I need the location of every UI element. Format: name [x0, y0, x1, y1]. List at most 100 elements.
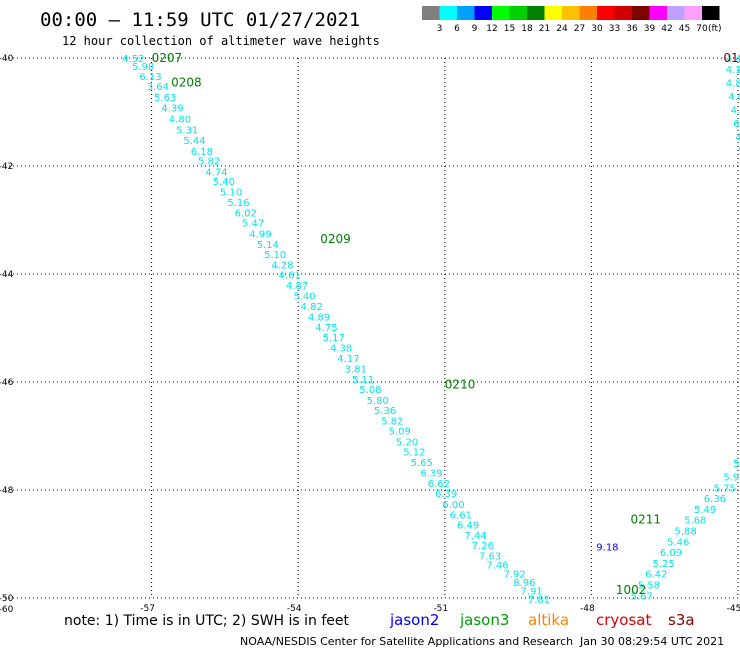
pass-time-label: 0208: [171, 75, 202, 89]
wave-height-label: 7.26: [472, 541, 494, 552]
wave-height-label: 4.06: [728, 92, 740, 103]
pass-time-label: 0210: [445, 378, 476, 392]
wave-height-label: 4.74: [205, 167, 227, 178]
wave-height-label: 5.36: [374, 406, 396, 417]
colorbar-label: 39: [644, 24, 656, 34]
pass-time-label: 0207: [152, 51, 183, 65]
colorbar-swatch: [667, 6, 685, 20]
colorbar-swatch: [492, 6, 510, 20]
wave-height-label: 4.92: [736, 132, 740, 143]
wave-height-label: 5.67: [630, 591, 652, 602]
wave-height-label: 6.13: [139, 72, 161, 83]
colorbar-unit: (ft): [708, 24, 722, 34]
wave-height-label: 7.63: [479, 551, 501, 562]
wave-height-label: 6.61: [450, 510, 472, 521]
wave-height-label: 6.30: [733, 119, 740, 130]
wave-height-label: 4.48: [726, 54, 740, 65]
corner-tick-label: -60: [0, 605, 14, 615]
colorbar-swatch: [509, 6, 527, 20]
footer-note: note: 1) Time is in UTC; 2) SWH is in fe…: [64, 613, 350, 629]
colorbar-label: 24: [556, 24, 568, 34]
pass-time-label: 1002: [616, 583, 647, 597]
footer-timestamp: Jan 30 08:29:54 UTC 2021: [579, 635, 724, 648]
wave-height-label: 5.09: [389, 427, 411, 438]
wave-height-label: 6.18: [191, 147, 213, 158]
y-tick-label: -40: [0, 54, 14, 64]
wave-height-label: 6.39: [420, 469, 442, 480]
colorbar-label: 33: [609, 24, 620, 34]
x-tick-label: -45: [727, 604, 740, 614]
wave-height-label: 4.39: [161, 104, 183, 115]
colorbar-swatch: [649, 6, 667, 20]
colorbar-label: 15: [504, 24, 515, 34]
wave-height-label: 9.18: [596, 543, 618, 554]
wave-height-label: 5.40: [293, 292, 315, 303]
wave-height-label: 4.87: [286, 281, 308, 292]
colorbar-swatch: [474, 6, 492, 20]
wave-height-label: 5.31: [176, 125, 198, 136]
colorbar-label: 36: [626, 24, 638, 34]
satellite-legend: jason2 jason3 altika cryosat s3a: [389, 611, 695, 629]
colorbar-label: 45: [679, 24, 690, 34]
pass-annotations: 02070208020902100211100210030134: [152, 51, 740, 597]
wave-height-label: 5.47: [242, 219, 264, 230]
y-tick-label: -48: [0, 486, 14, 496]
wave-height-label: 5.65: [411, 458, 433, 469]
legend-entry: altika: [528, 611, 569, 629]
wave-height-label: 6.49: [457, 521, 479, 532]
wave-height-label: 3.64: [147, 82, 169, 93]
wave-height-label: 5.58: [638, 581, 660, 592]
colorbar-label: 18: [521, 24, 533, 34]
colorbar-label: 42: [661, 24, 672, 34]
wave-height-label: 4.82: [301, 302, 323, 313]
pass-time-label: 0211: [630, 513, 661, 527]
x-tick-label: -51: [433, 604, 448, 614]
wave-height-label: 6.36: [704, 494, 726, 505]
wave-height-label: 7.46: [486, 561, 508, 572]
colorbar-swatch: [562, 6, 580, 20]
colorbar-swatch: [632, 6, 650, 20]
colorbar-label: 3: [437, 24, 443, 34]
colorbar-swatch: [457, 6, 475, 20]
wave-height-label: 4.04: [731, 105, 740, 116]
wave-height-label: 4.38: [330, 343, 352, 354]
wave-height-label: 5.97: [723, 473, 740, 484]
colorbar: 3 6 9 12 15 18 21 24 27 30 33 36 39 42 45 70 (ft): [422, 6, 722, 34]
pass-time-label: 0134: [723, 51, 740, 65]
wave-height-label: 4.61: [279, 271, 301, 282]
wave-height-label: 5.17: [323, 333, 345, 344]
wave-height-label: 8.96: [513, 578, 535, 589]
colorbar-swatch: [597, 6, 615, 20]
x-tick-label: -54: [287, 604, 302, 614]
legend-entry: jason2: [389, 611, 439, 629]
wave-height-label: 6.02: [235, 208, 257, 219]
colorbar-swatch: [422, 6, 440, 20]
wave-height-label: 6.09: [660, 548, 682, 559]
y-tick-label: -46: [0, 378, 14, 388]
legend-entry: jason3: [459, 611, 509, 629]
wave-height-label: 5.68: [684, 516, 706, 527]
colorbar-label: 9: [472, 24, 478, 34]
colorbar-label: 70: [696, 24, 708, 34]
colorbar-label: 12: [486, 24, 497, 34]
x-tick-label: -48: [580, 604, 595, 614]
wave-height-label: 7.92: [503, 570, 525, 581]
data-points: 4.525.986.133.645.634.394.805.315.446.18…: [122, 54, 740, 606]
wave-height-label: 5.40: [213, 177, 235, 188]
colorbar-swatch: [439, 6, 457, 20]
axis-ticks: -57 -54 -51 -48 -45 -40 -42 -44 -46 -48 -50-60: [0, 54, 740, 615]
chart-subtitle: 12 hour collection of altimeter wave hei…: [62, 34, 380, 48]
wave-height-label: 4.17: [337, 354, 359, 365]
wave-height-label: 4.52: [122, 54, 144, 65]
wave-height-label: 5.80: [367, 396, 389, 407]
x-tick-label: -57: [140, 604, 155, 614]
wave-height-label: 4.80: [169, 114, 191, 125]
wave-height-label: 5.25: [652, 559, 674, 570]
wave-height-label: 3.81: [345, 365, 367, 376]
wave-height-label: 5.16: [227, 198, 249, 209]
colorbar-swatch: [684, 6, 702, 20]
wave-height-label: 5.20: [396, 437, 418, 448]
wave-height-label: 5.63: [154, 93, 176, 104]
wave-height-label: 5.88: [674, 527, 696, 538]
